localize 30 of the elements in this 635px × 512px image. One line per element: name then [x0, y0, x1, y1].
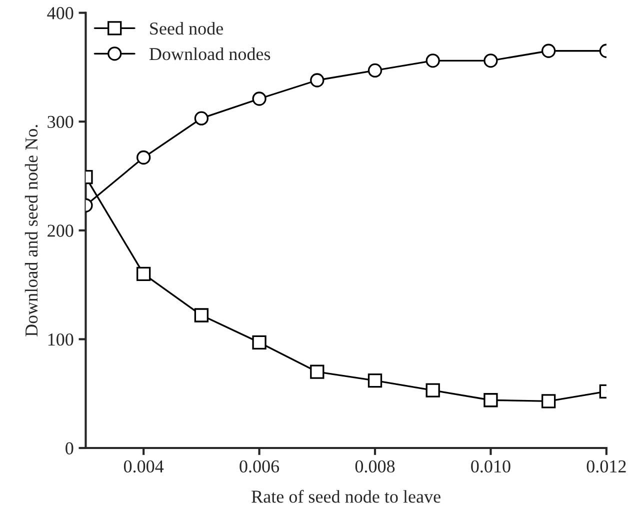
point	[310, 364, 324, 379]
point	[194, 308, 209, 322]
point	[194, 111, 209, 126]
point	[484, 393, 498, 408]
y-tick-label: 0	[66, 442, 74, 454]
point	[426, 54, 440, 68]
point	[136, 266, 151, 282]
y-tick-label: 300	[48, 116, 74, 128]
point	[252, 92, 266, 106]
point	[484, 54, 498, 68]
y-tick-label: 100	[48, 333, 74, 346]
point	[541, 394, 556, 408]
point	[252, 335, 266, 350]
y-axis-title: Download and seed node No.	[24, 125, 38, 336]
point	[368, 373, 382, 388]
point	[136, 150, 151, 165]
legend-label: Download nodes	[149, 47, 270, 60]
y-tick-label: 400	[47, 7, 74, 20]
x-tick-label: 0.006	[240, 460, 280, 473]
x-tick-label: 0.008	[355, 460, 395, 473]
y-tick-label: 200	[48, 224, 74, 237]
point	[310, 73, 324, 88]
legend-label: Seed node	[150, 22, 224, 35]
x-tick-label: 0.010	[471, 460, 510, 473]
x-tick-label: 0.012	[586, 460, 626, 473]
point	[426, 383, 440, 398]
point	[541, 44, 556, 58]
point	[368, 63, 382, 78]
x-tick-label: 0.004	[124, 460, 164, 473]
x-axis-title: Rate of seed node to leave	[252, 490, 440, 503]
